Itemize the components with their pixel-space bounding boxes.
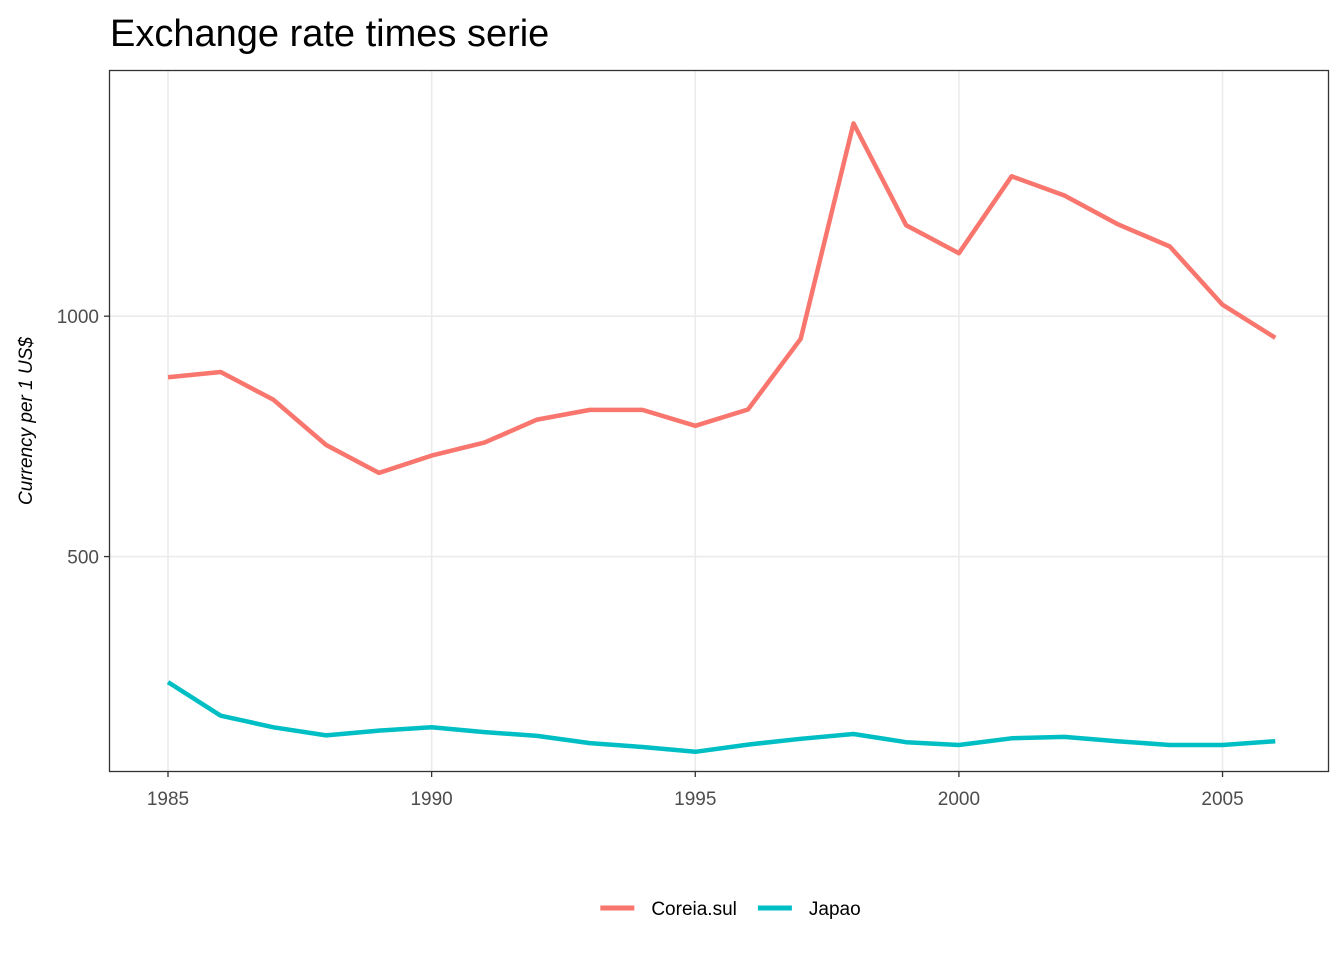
x-tick-label: 1985 bbox=[147, 789, 189, 810]
x-tick-label: 1990 bbox=[410, 789, 452, 810]
plot-panel-border bbox=[108, 69, 1330, 773]
chart-title: Exchange rate times serie bbox=[110, 13, 549, 55]
y-tick-label: 1000 bbox=[57, 307, 99, 328]
legend: Coreia.sul Japao bbox=[600, 899, 861, 920]
x-tick-label: 1995 bbox=[674, 789, 716, 810]
legend-item: Japao bbox=[757, 899, 861, 920]
grid bbox=[110, 71, 1328, 771]
y-tick-label: 500 bbox=[67, 548, 99, 569]
legend-label: Japao bbox=[809, 899, 861, 920]
series-line-coreia-sul bbox=[167, 121, 1277, 476]
y-axis-title: Currency per 1 US$ bbox=[16, 337, 37, 505]
legend-label: Coreia.sul bbox=[651, 899, 737, 920]
series-line-japao bbox=[166, 680, 1276, 755]
x-tick-label: 2000 bbox=[938, 789, 980, 810]
x-tick-label: 2005 bbox=[1201, 789, 1243, 810]
legend-item: Coreia.sul bbox=[600, 899, 737, 920]
axes: 1985 1990 1995 2000 2005 500 1000 bbox=[57, 307, 1244, 810]
series-lines bbox=[166, 121, 1277, 755]
